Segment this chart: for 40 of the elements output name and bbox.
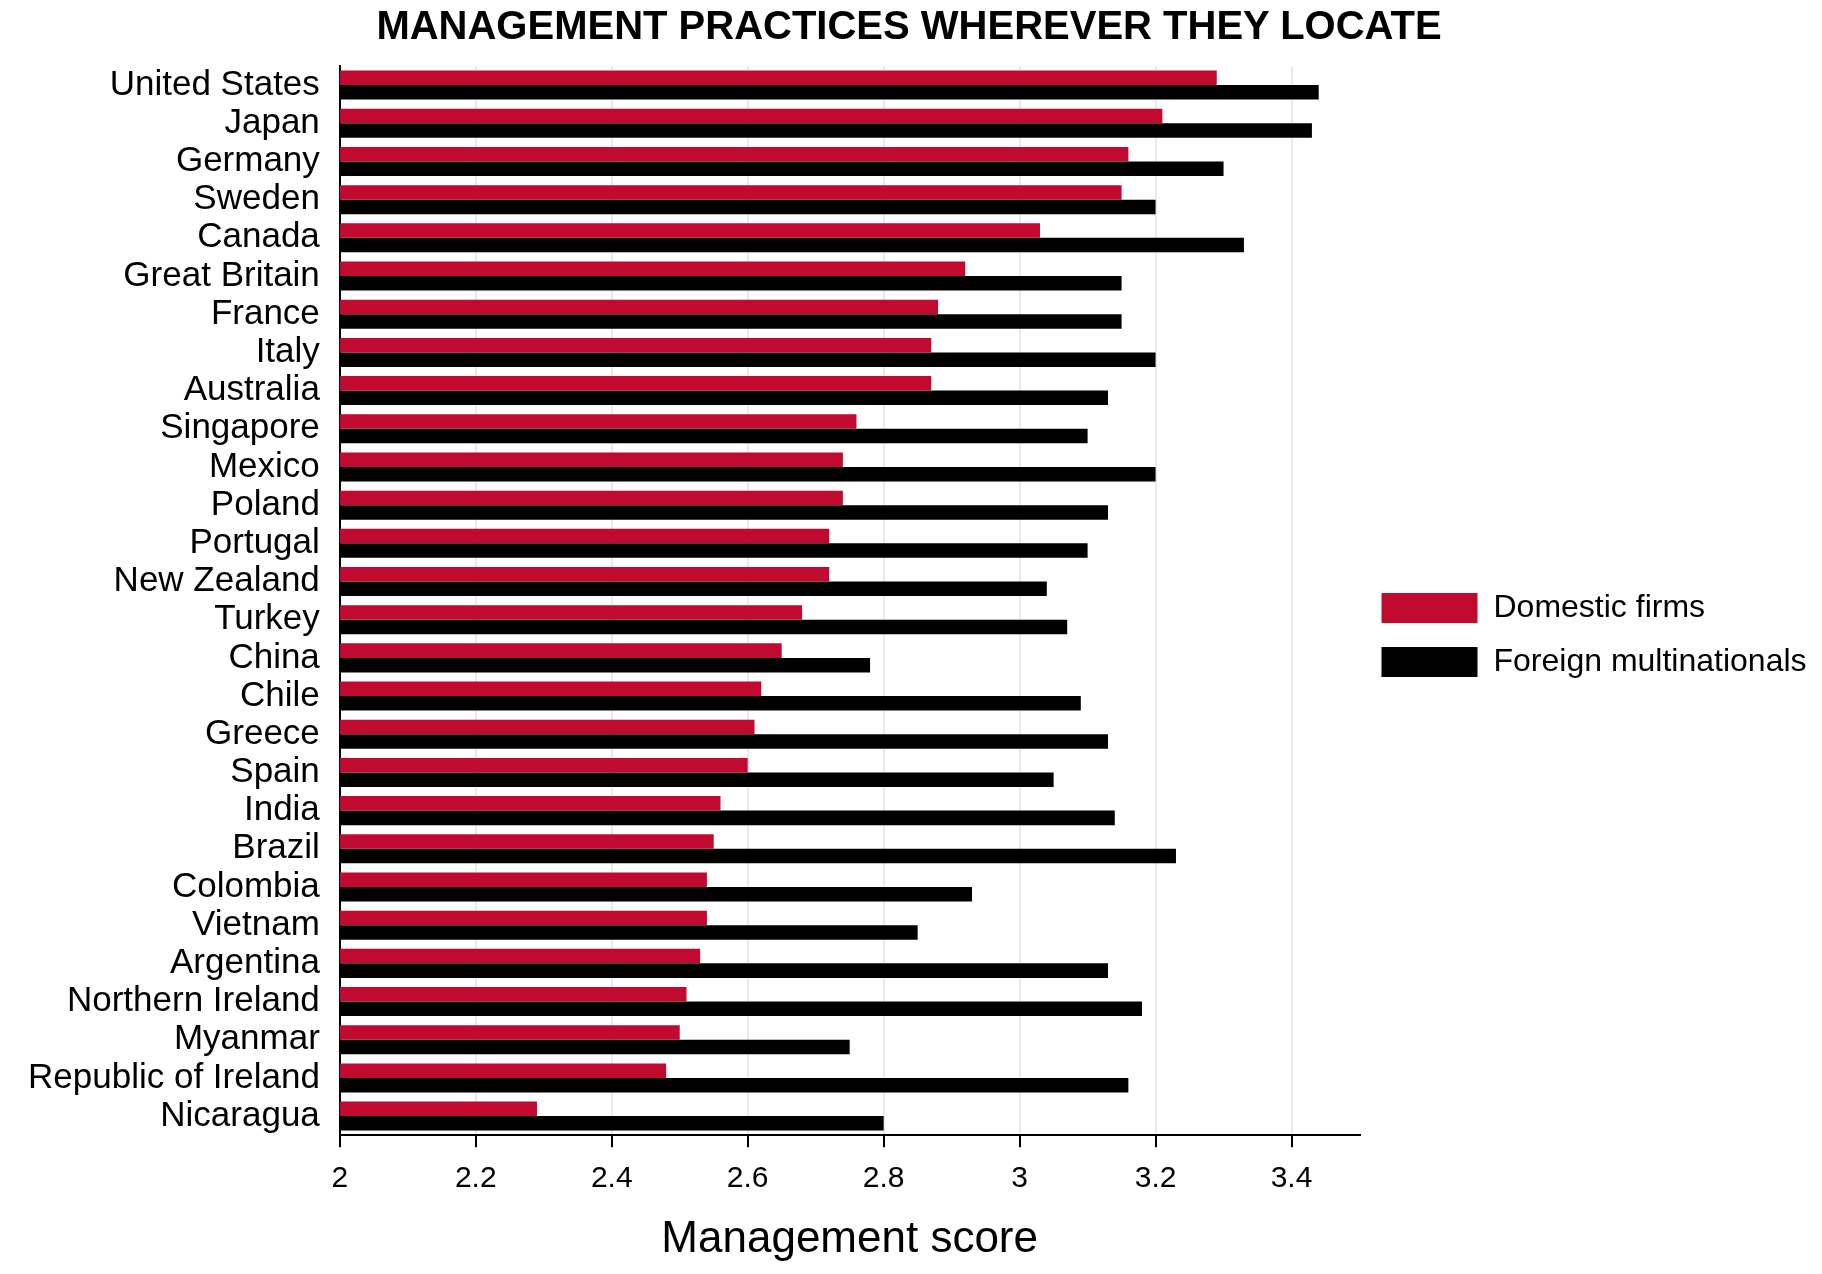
y-tick-label: Republic of Ireland (28, 1055, 320, 1095)
y-tick-label: Poland (210, 482, 320, 522)
x-tick-label: 2.6 (726, 1160, 769, 1194)
y-tick-label: Turkey (214, 597, 321, 637)
y-tick-label: Argentina (170, 941, 321, 981)
y-tick-label: Colombia (171, 864, 321, 904)
y-tick-label: Vietnam (192, 902, 320, 942)
y-tick-label: Nicaragua (160, 1093, 321, 1133)
y-tick-label: Greece (205, 711, 320, 751)
y-tick-label: China (228, 635, 321, 675)
x-tick-label: 2.2 (454, 1160, 497, 1194)
x-tick-label: 3 (1011, 1160, 1028, 1194)
y-tick-label: Portugal (189, 520, 320, 560)
y-tick-label: Northern Ireland (66, 979, 320, 1019)
y-tick-label: United States (109, 62, 320, 102)
x-tick-label: 3.2 (1134, 1160, 1177, 1194)
y-tick-label: France (210, 291, 320, 331)
y-tick-label: Brazil (232, 826, 320, 866)
y-tick-label: India (243, 788, 321, 828)
chart-title: MANAGEMENT PRACTICES WHEREVER THEY LOCATE (376, 3, 1442, 48)
x-tick-label: 3.4 (1270, 1160, 1313, 1194)
y-tick-label: Great Britain (123, 253, 320, 293)
x-tick-label: 2.4 (590, 1160, 633, 1194)
y-tick-label: Australia (183, 368, 321, 408)
y-tick-label: Italy (255, 330, 321, 370)
y-tick-label: Chile (240, 673, 320, 713)
y-tick-label: Sweden (193, 177, 320, 217)
y-tick-label: Mexico (208, 444, 320, 484)
y-tick-label: Germany (175, 139, 321, 179)
legend-label: Foreign multinationals (1493, 641, 1807, 678)
y-tick-label: Myanmar (173, 1017, 321, 1057)
x-tick-label: 2.8 (862, 1160, 905, 1194)
y-tick-label: New Zealand (113, 559, 320, 599)
legend-label: Domestic firms (1493, 587, 1706, 624)
x-axis-title: Management score (661, 1211, 1038, 1261)
y-tick-label: Canada (197, 215, 321, 255)
y-tick-label: Singapore (160, 406, 320, 446)
y-tick-label: Japan (224, 100, 320, 140)
y-tick-label: Spain (230, 750, 320, 790)
x-tick-label: 2 (331, 1160, 349, 1194)
